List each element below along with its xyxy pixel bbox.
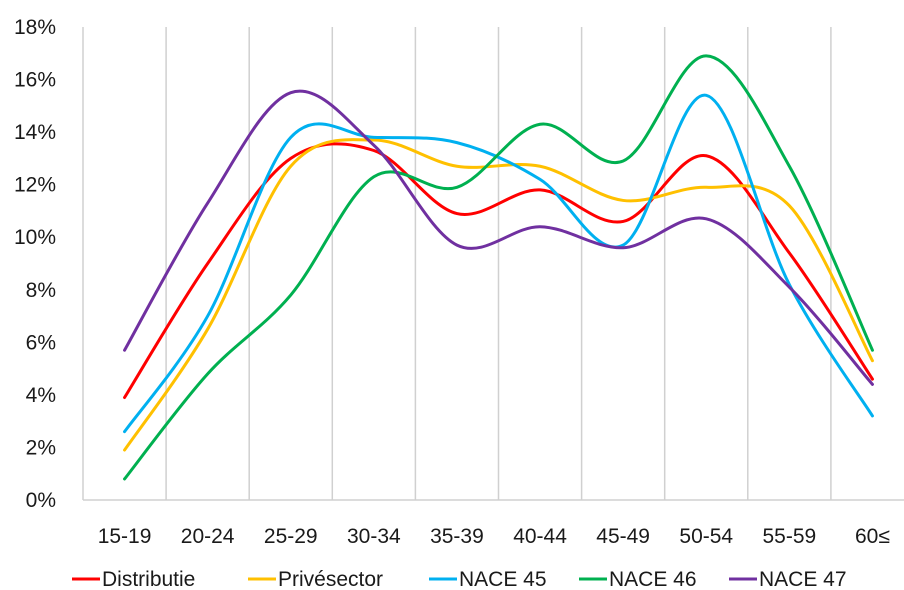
y-tick-label: 12% — [14, 174, 56, 197]
y-axis: 0% 2% 4% 6% 8% 10% 12% 14% 16% 18% — [14, 16, 56, 512]
x-tick-label: 45-49 — [596, 525, 650, 548]
x-tick-label: 40-44 — [513, 525, 567, 548]
legend-label: Distributie — [102, 568, 195, 590]
series-lines — [123, 54, 874, 481]
x-tick-label: 20-24 — [181, 525, 235, 548]
x-tick-label: 30-34 — [347, 525, 401, 548]
x-tick-label: 60≤ — [855, 525, 890, 548]
x-tick-label: 35-39 — [430, 525, 484, 548]
series-line — [123, 89, 874, 386]
x-tick-label: 15-19 — [98, 525, 152, 548]
x-axis: 15-19 20-24 25-29 30-34 35-39 40-44 45-49 50-54… — [98, 525, 890, 548]
legend-label: NACE 46 — [609, 568, 697, 590]
series-line — [123, 93, 874, 434]
series-line — [123, 54, 874, 481]
y-tick-label: 18% — [14, 16, 56, 39]
y-tick-label: 16% — [14, 69, 56, 92]
legend: Distributie Privésector NACE 45 NACE 46 NACE… — [72, 568, 847, 590]
legend-label: Privésector — [278, 568, 383, 590]
y-tick-label: 6% — [26, 331, 56, 354]
x-tick-label: 50-54 — [679, 525, 733, 548]
y-tick-label: 4% — [26, 384, 56, 407]
y-tick-label: 2% — [26, 436, 56, 459]
x-tick-label: 25-29 — [264, 525, 318, 548]
y-tick-label: 10% — [14, 226, 56, 249]
legend-label: NACE 45 — [459, 568, 547, 590]
legend-label: NACE 47 — [759, 568, 847, 590]
x-tick-label: 55-59 — [762, 525, 816, 548]
y-tick-label: 0% — [26, 489, 56, 512]
y-tick-label: 8% — [26, 279, 56, 302]
y-tick-label: 14% — [14, 121, 56, 144]
grid-lines — [82, 27, 904, 501]
